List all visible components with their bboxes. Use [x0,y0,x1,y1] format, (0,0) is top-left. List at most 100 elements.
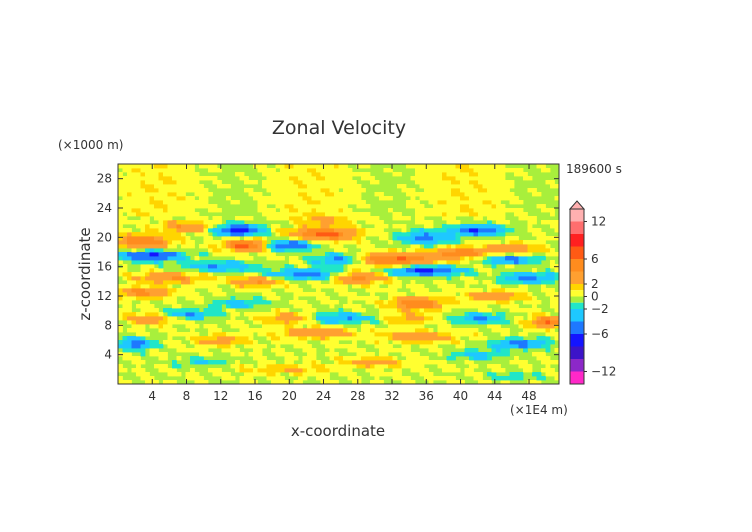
heatmap-cell [235,252,240,257]
heatmap-cell [361,232,366,237]
heatmap-cell [509,300,515,305]
heatmap-cell [352,188,357,193]
heatmap-cell [442,256,447,261]
heatmap-cell [302,168,308,173]
heatmap-cell [433,200,438,205]
heatmap-cell [356,380,362,385]
heatmap-cell [419,292,425,297]
heatmap-cell [190,320,195,325]
heatmap-cell [176,372,182,377]
heatmap-cell [356,264,362,269]
heatmap-cell [266,172,272,177]
heatmap-cell [527,220,533,225]
heatmap-cell [149,200,155,205]
heatmap-cell [262,272,267,277]
heatmap-cell [343,164,348,169]
heatmap-cell [226,336,231,341]
heatmap-cell [320,264,326,269]
heatmap-cell [145,164,150,169]
heatmap-cell [226,236,231,241]
heatmap-cell [208,280,213,285]
heatmap-cell [361,356,366,361]
heatmap-cell [149,260,155,265]
heatmap-cell [217,184,222,189]
heatmap-cell [181,236,186,241]
heatmap-cell [374,272,380,277]
heatmap-cell [158,172,164,177]
heatmap-cell [442,180,447,185]
heatmap-cell [316,360,321,365]
heatmap-cell [482,300,488,305]
colorbar-level [570,359,584,372]
heatmap-cell [374,284,380,289]
heatmap-cell [334,240,339,245]
heatmap-cell [446,308,452,313]
heatmap-cell [181,176,186,181]
heatmap-cell [289,184,294,189]
heatmap-cell [383,344,389,349]
heatmap-cell [293,176,299,181]
heatmap-cell [352,280,357,285]
heatmap-cell [347,192,353,197]
heatmap-cell [433,332,438,337]
heatmap-cell [163,280,168,285]
heatmap-cell [194,296,200,301]
heatmap-cell [401,324,407,329]
heatmap-cell [334,280,339,285]
heatmap-cell [154,240,159,245]
heatmap-cell [118,288,123,293]
heatmap-cell [158,212,164,217]
heatmap-cell [293,312,299,317]
heatmap-cell [518,244,524,249]
heatmap-cell [293,268,299,273]
heatmap-cell [284,312,290,317]
heatmap-cell [514,252,519,257]
heatmap-cell [491,248,497,253]
heatmap-cell [136,256,141,261]
heatmap-cell [217,180,222,185]
heatmap-cell [356,228,362,233]
heatmap-cell [217,240,222,245]
heatmap-cell [163,364,168,369]
heatmap-cell [347,196,353,201]
heatmap-cell [302,244,308,249]
heatmap-cell [329,168,335,173]
heatmap-cell [271,320,276,325]
heatmap-cell [541,236,546,241]
heatmap-cell [176,228,182,233]
heatmap-cell [158,268,164,273]
heatmap-cell [325,268,330,273]
heatmap-cell [500,184,506,189]
heatmap-cell [136,320,141,325]
heatmap-cell [545,328,551,333]
heatmap-cell [311,200,317,205]
heatmap-cell [320,296,326,301]
heatmap-cell [145,276,150,281]
heatmap-cell [518,288,524,293]
heatmap-cell [392,272,398,277]
heatmap-cell [374,288,380,293]
heatmap-cell [244,280,249,285]
heatmap-cell [469,244,474,249]
heatmap-cell [212,300,218,305]
heatmap-cell [352,236,357,241]
heatmap-cell [424,264,429,269]
heatmap-cell [217,276,222,281]
heatmap-cell [158,292,164,297]
heatmap-cell [154,192,159,197]
heatmap-cell [460,352,465,357]
heatmap-cell [527,328,533,333]
heatmap-cell [455,268,461,273]
heatmap-cell [487,260,492,265]
heatmap-cell [235,260,240,265]
heatmap-cell [163,216,168,221]
heatmap-cell [334,268,339,273]
heatmap-cell [284,168,290,173]
heatmap-cell [284,328,290,333]
heatmap-cell [505,256,510,261]
heatmap-cell [226,376,231,381]
heatmap-cell [253,368,258,373]
heatmap-cell [154,296,159,301]
heatmap-cell [190,340,195,345]
heatmap-cell [415,340,420,345]
